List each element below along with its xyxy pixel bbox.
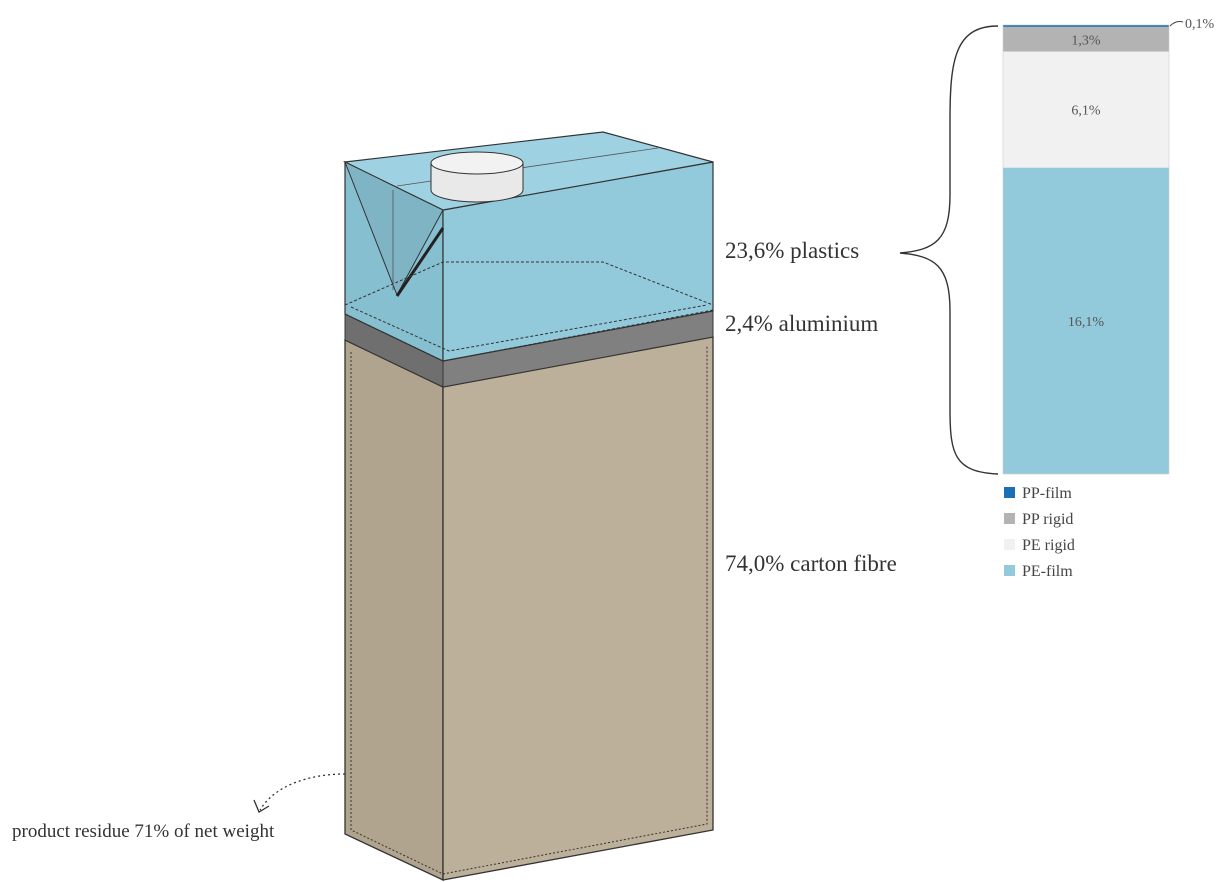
legend-swatch-pe-rigid xyxy=(1004,539,1015,550)
legend-label-pp-film: PP-film xyxy=(1022,485,1072,502)
stack-segment-pe-rigid xyxy=(1003,51,1169,168)
legend-label-pe-film: PE-film xyxy=(1022,563,1073,580)
plastics-brace xyxy=(899,25,999,475)
carton-illustration xyxy=(342,131,714,882)
legend-swatch-pp-film xyxy=(1004,487,1015,498)
stack-value-label-pp-film: 0,1% xyxy=(1185,17,1215,32)
stack-value-labels: 0,1% 1,3% 6,1% 16,1% xyxy=(1068,17,1215,330)
carton-fibre-front-face xyxy=(442,336,714,881)
stack-segment-pp-film xyxy=(1003,25,1169,27)
stack-segment-pp-rigid xyxy=(1003,26,1169,52)
stack-outline xyxy=(1002,24,1170,475)
gable-fold-flap xyxy=(344,160,444,297)
aluminium-label: 2,4% aluminium xyxy=(725,311,878,336)
legend-label-pe-rigid: PE rigid xyxy=(1022,537,1075,554)
stack-value-label-pe-film: 16,1% xyxy=(1068,315,1105,330)
residue-arrow-path xyxy=(259,773,346,811)
plastics-label: 23,6% plastics xyxy=(725,238,859,263)
liquid-fill-outline xyxy=(344,261,714,362)
carton-fibre-label: 74,0% carton fibre xyxy=(725,551,897,576)
carton-inner-outline-side xyxy=(350,352,444,875)
legend-swatch-pe-film xyxy=(1004,565,1015,576)
liquid-fill-inner-edge xyxy=(350,304,708,352)
legend-label-pp-rigid: PP rigid xyxy=(1022,511,1073,528)
carton-fibre-side-face xyxy=(344,338,444,882)
legend-swatch-pp-rigid xyxy=(1004,513,1015,524)
plastics-stacked-bar xyxy=(1002,24,1170,475)
gable-fold-line xyxy=(395,227,445,297)
carton-inner-outline-front xyxy=(442,345,708,875)
legend: PP-film PP rigid PE rigid PE-film xyxy=(1004,485,1075,580)
residue-arrowhead-icon xyxy=(253,799,270,813)
stack-value-label-pp-rigid: 1,3% xyxy=(1071,33,1101,48)
product-residue-label: product residue 71% of net weight xyxy=(12,821,275,842)
cap-icon xyxy=(430,151,524,203)
stack-segment-pe-film xyxy=(1003,167,1169,474)
pp-film-leader-line xyxy=(1169,21,1184,27)
stack-value-label-pe-rigid: 6,1% xyxy=(1071,104,1101,119)
